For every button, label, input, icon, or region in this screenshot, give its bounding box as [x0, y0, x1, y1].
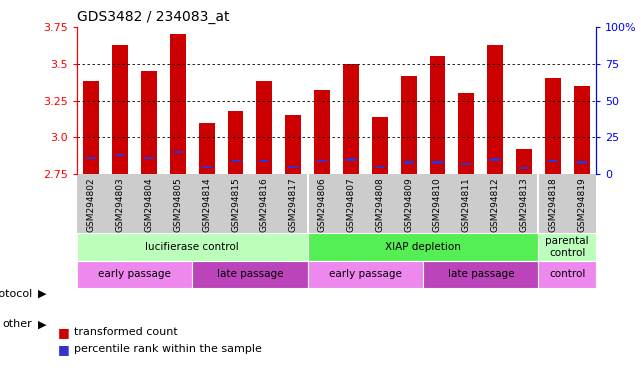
Text: GSM294811: GSM294811 — [462, 177, 471, 232]
Text: ▶: ▶ — [38, 289, 47, 299]
Text: GSM294818: GSM294818 — [548, 177, 558, 232]
Bar — [112, 45, 128, 174]
Text: protocol: protocol — [0, 289, 32, 299]
Bar — [141, 71, 157, 174]
Text: GSM294812: GSM294812 — [490, 177, 500, 232]
Text: parental
control: parental control — [545, 236, 589, 258]
Text: early passage: early passage — [98, 269, 171, 279]
Text: ■: ■ — [58, 343, 69, 356]
Text: GSM294810: GSM294810 — [433, 177, 442, 232]
Bar — [87, 157, 96, 159]
Bar — [202, 166, 212, 168]
Text: control: control — [549, 269, 585, 279]
Bar — [423, 261, 538, 288]
Text: GSM294816: GSM294816 — [260, 177, 269, 232]
Text: late passage: late passage — [217, 269, 283, 279]
Text: GSM294808: GSM294808 — [375, 177, 385, 232]
Bar — [519, 167, 529, 169]
Text: GSM294809: GSM294809 — [404, 177, 413, 232]
Bar — [317, 160, 327, 162]
Bar — [372, 117, 388, 174]
Bar — [260, 160, 269, 162]
Text: GSM294806: GSM294806 — [317, 177, 327, 232]
Bar — [458, 93, 474, 174]
Bar — [538, 233, 596, 261]
Bar — [404, 161, 413, 164]
Bar — [433, 161, 442, 164]
Bar — [574, 86, 590, 174]
Text: late passage: late passage — [447, 269, 514, 279]
Bar — [346, 159, 356, 161]
Text: GSM294814: GSM294814 — [202, 177, 212, 232]
Bar — [173, 151, 183, 153]
Text: GSM294804: GSM294804 — [144, 177, 154, 232]
Bar — [538, 261, 596, 288]
Text: GSM294813: GSM294813 — [519, 177, 529, 232]
Bar — [548, 160, 558, 162]
Bar — [256, 81, 272, 174]
Bar — [343, 64, 359, 174]
Bar — [545, 78, 561, 174]
Text: early passage: early passage — [329, 269, 402, 279]
Bar — [144, 157, 154, 159]
Bar — [308, 233, 538, 261]
Bar — [199, 123, 215, 174]
Bar — [192, 261, 308, 288]
Text: GSM294817: GSM294817 — [288, 177, 298, 232]
Bar — [231, 160, 240, 162]
Bar — [170, 34, 186, 174]
Bar — [401, 76, 417, 174]
Bar — [375, 166, 385, 168]
Bar — [285, 115, 301, 174]
Bar — [288, 166, 298, 168]
Bar — [487, 45, 503, 174]
Bar — [308, 261, 423, 288]
Bar — [429, 56, 445, 174]
Text: XIAP depletion: XIAP depletion — [385, 242, 461, 252]
Text: ▶: ▶ — [38, 319, 47, 329]
Bar — [462, 163, 471, 165]
Text: transformed count: transformed count — [74, 327, 178, 337]
Bar — [115, 154, 125, 156]
Bar — [516, 149, 532, 174]
Text: GSM294815: GSM294815 — [231, 177, 240, 232]
Bar — [490, 159, 500, 161]
Bar — [83, 81, 99, 174]
Bar — [577, 161, 587, 164]
Text: ■: ■ — [58, 326, 69, 339]
Text: GSM294805: GSM294805 — [173, 177, 183, 232]
Text: percentile rank within the sample: percentile rank within the sample — [74, 344, 262, 354]
Text: other: other — [3, 319, 32, 329]
Text: lucifierase control: lucifierase control — [146, 242, 239, 252]
Bar — [77, 233, 308, 261]
Text: GSM294807: GSM294807 — [346, 177, 356, 232]
Text: GSM294803: GSM294803 — [115, 177, 125, 232]
Bar — [314, 90, 330, 174]
Bar — [77, 261, 192, 288]
Bar — [228, 111, 244, 174]
Text: GSM294819: GSM294819 — [577, 177, 587, 232]
Text: GDS3482 / 234083_at: GDS3482 / 234083_at — [77, 10, 229, 25]
Text: GSM294802: GSM294802 — [87, 177, 96, 232]
